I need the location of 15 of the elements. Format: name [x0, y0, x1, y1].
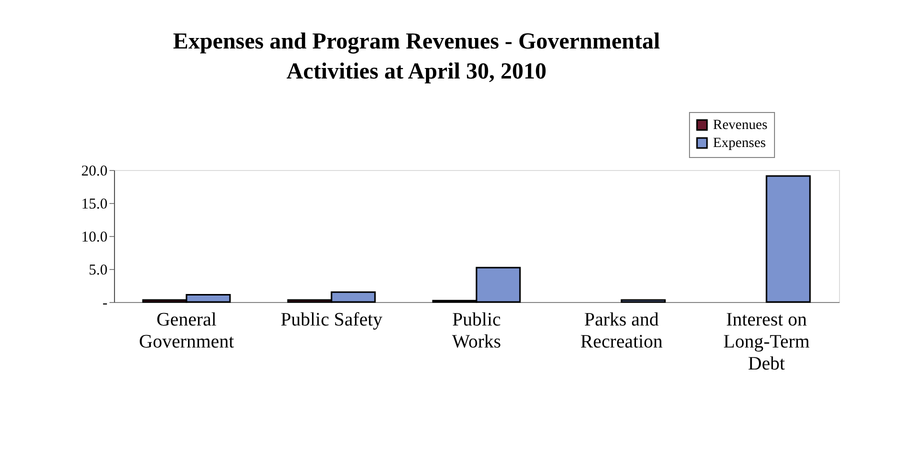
y-tick-label: - [102, 296, 108, 312]
x-tick-label: Interest on Long-Term Debt [723, 310, 810, 374]
legend-label: Expenses [713, 136, 766, 151]
legend-label: Revenues [713, 118, 768, 133]
y-tick-label: 15.0 [81, 196, 108, 212]
x-tick-label: Parks and Recreation [580, 310, 664, 352]
y-tick-label: 10.0 [81, 230, 108, 246]
bar [766, 175, 811, 303]
y-tick-label: 5.0 [88, 262, 108, 278]
x-tick-label: Public Safety [280, 310, 383, 330]
x-tick-label: General Government [139, 310, 235, 352]
text: Expenses and Program Revenues - Governmental [172, 28, 660, 54]
x-tick-label: Public Works [452, 310, 502, 352]
text: Activities at April 30, 2010 [286, 58, 546, 84]
y-tick-label: 20.0 [81, 164, 108, 180]
